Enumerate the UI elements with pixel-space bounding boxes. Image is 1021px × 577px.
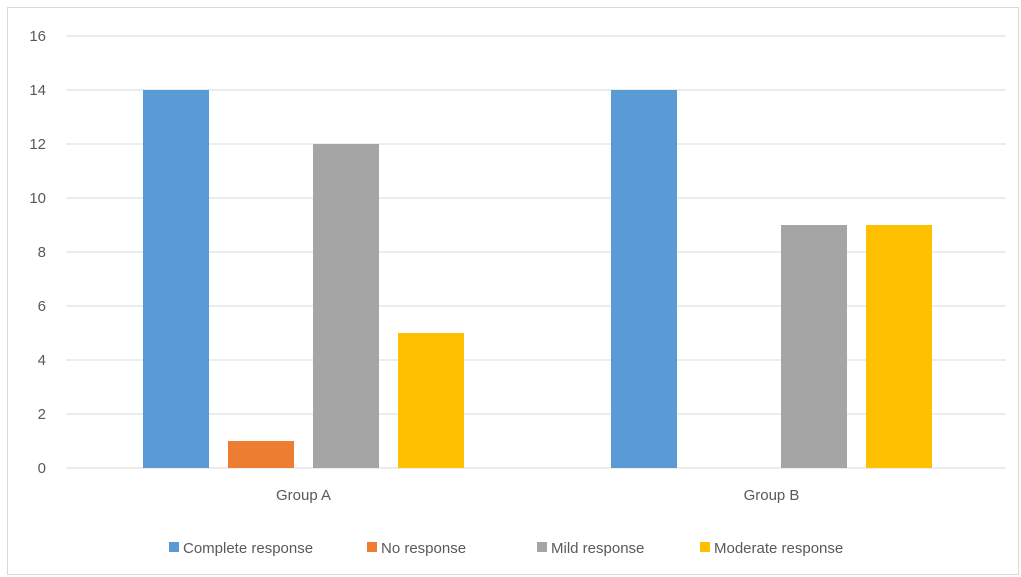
y-tick-label: 0 bbox=[38, 460, 46, 477]
bars bbox=[143, 90, 932, 468]
category-label: Group B bbox=[744, 487, 800, 504]
legend-item-no-response: No response bbox=[367, 540, 466, 557]
y-tick-label: 10 bbox=[29, 190, 46, 207]
category-label: Group A bbox=[276, 487, 331, 504]
legend-label: No response bbox=[381, 540, 466, 557]
bar-mild-response-group-a bbox=[313, 144, 379, 468]
legend-item-moderate-response: Moderate response bbox=[700, 540, 843, 557]
legend-item-complete-response: Complete response bbox=[169, 540, 313, 557]
y-tick-label: 4 bbox=[38, 352, 46, 369]
bar-moderate-response-group-a bbox=[398, 333, 464, 468]
y-tick-label: 6 bbox=[38, 298, 46, 315]
bar-mild-response-group-b bbox=[781, 225, 847, 468]
bar-complete-response-group-a bbox=[143, 90, 209, 468]
legend-label: Complete response bbox=[183, 540, 313, 557]
legend-label: Mild response bbox=[551, 540, 644, 557]
y-tick-label: 2 bbox=[38, 406, 46, 423]
y-tick-label: 12 bbox=[29, 136, 46, 153]
bar-moderate-response-group-b bbox=[866, 225, 932, 468]
y-tick-label: 14 bbox=[29, 82, 46, 99]
y-axis-tick-labels: 0 2 4 6 8 10 12 14 16 bbox=[29, 28, 46, 477]
legend-swatch bbox=[700, 542, 710, 552]
bar-no-response-group-a bbox=[228, 441, 294, 468]
y-tick-label: 16 bbox=[29, 28, 46, 45]
legend-swatch bbox=[537, 542, 547, 552]
legend-item-mild-response: Mild response bbox=[537, 540, 644, 557]
legend: Complete response No response Mild respons… bbox=[169, 540, 843, 557]
bar-complete-response-group-b bbox=[611, 90, 677, 468]
x-axis-category-labels: Group A Group B bbox=[276, 487, 799, 504]
y-tick-label: 8 bbox=[38, 244, 46, 261]
legend-label: Moderate response bbox=[714, 540, 843, 557]
legend-swatch bbox=[169, 542, 179, 552]
gridlines bbox=[66, 35, 1006, 469]
legend-swatch bbox=[367, 542, 377, 552]
